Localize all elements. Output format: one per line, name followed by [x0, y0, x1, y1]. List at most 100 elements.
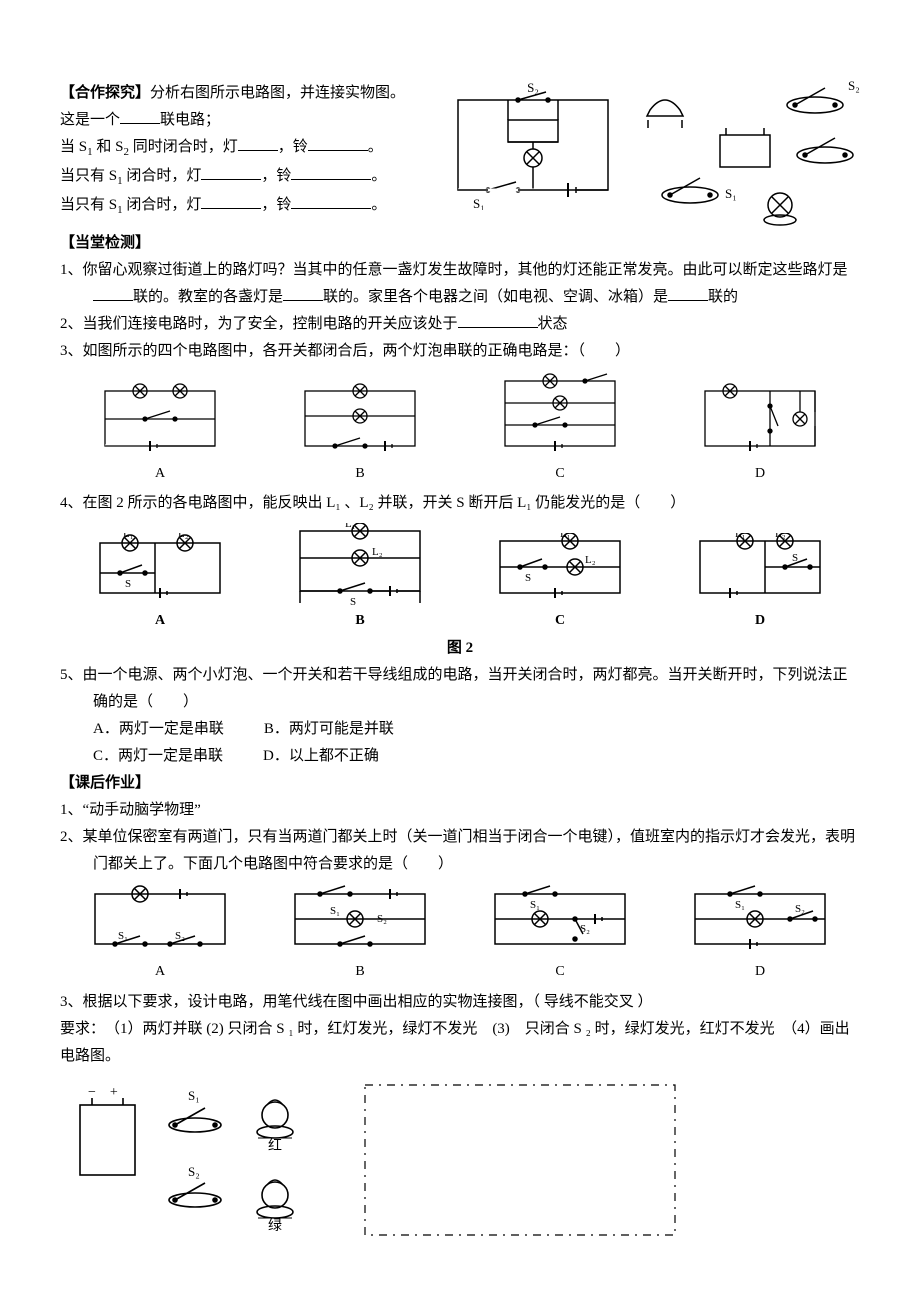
q3-fig-b: B: [295, 381, 425, 486]
blank[interactable]: [291, 193, 371, 209]
svg-text:S₁: S₁: [530, 899, 540, 911]
t: ，铃: [261, 197, 291, 213]
svg-text:− +: − +: [88, 1085, 118, 1100]
blank[interactable]: [120, 108, 160, 124]
q3: 3、如图所示的四个电路图中，各开关都闭合后，两个灯泡串联的正确电路是：（ ）: [60, 338, 860, 365]
green-label: 绿: [268, 1218, 282, 1234]
svg-text:L₂: L₂: [585, 554, 596, 566]
sec1-line1: 这是一个 联电路；: [60, 107, 436, 134]
l: S₁: [188, 1088, 200, 1103]
svg-text:S: S: [792, 552, 798, 564]
t: 1、你留心观察过街道上的路灯吗？当其中的任意一盏灯发生故障时，其他的灯还能正常发…: [60, 262, 848, 278]
sec1-components: S₂ S₁: [630, 80, 860, 230]
t: ，铃: [278, 139, 308, 155]
q3-fig-c: C: [495, 371, 625, 486]
t: 和 S: [93, 139, 124, 155]
svg-text:S₂: S₂: [175, 930, 185, 942]
q2: 2、当我们连接电路时，为了安全，控制电路的开关应该处于状态: [60, 311, 860, 338]
svg-text:L₂: L₂: [775, 533, 786, 540]
hw-q3b: 要求： （1）两灯并联 (2) 只闭合 S ₁ 时，红灯发光，绿灯不发光 (3)…: [60, 1016, 860, 1070]
svg-text:S₂: S₂: [377, 913, 387, 925]
cap: D: [690, 608, 830, 633]
t: 当只有 S: [60, 197, 117, 213]
sec1-l1b: 联电路；: [160, 112, 220, 128]
svg-text:L₁: L₁: [123, 533, 134, 540]
sec1-line3: 当只有 S1 闭合时，灯，铃。: [60, 163, 436, 192]
svg-text:L₁: L₁: [345, 523, 356, 530]
svg-text:S: S: [350, 596, 356, 608]
hw-q3-components: − + S₁ S₂ 红 绿: [60, 1080, 320, 1250]
svg-text:S₂: S₂: [580, 923, 590, 935]
sec1-line4: 当只有 S1 闭合时，灯，铃。: [60, 192, 436, 221]
label-s2b: S₂: [848, 80, 860, 93]
blank[interactable]: [93, 285, 133, 301]
blank[interactable]: [283, 285, 323, 301]
cap-c: C: [495, 461, 625, 486]
svg-text:S₁: S₁: [330, 905, 340, 917]
choice-c: C．两灯一定是串联: [93, 743, 223, 770]
q4-fig-d: L₁ L₂ S D: [690, 533, 830, 633]
sec1-intro: 分析右图所示电路图，并连接实物图。: [150, 85, 405, 101]
sec1-title: 【合作探究】: [60, 85, 150, 101]
svg-text:L₂: L₂: [178, 533, 189, 540]
red-label: 红: [268, 1138, 282, 1154]
sec2-title: 【当堂检测】: [60, 230, 860, 257]
t: 当 S: [60, 139, 87, 155]
hw-q2: 2、某单位保密室有两道门，只有当两道门都关上时（关一道门相当于闭合一个电键），值…: [60, 824, 860, 878]
hw2-c: S₁ S₂ C: [485, 884, 635, 984]
cap-d: D: [695, 461, 825, 486]
sec3-title: 【课后作业】: [60, 770, 860, 797]
q3-fig-a: A: [95, 381, 225, 486]
sec1-title-line: 【合作探究】分析右图所示电路图，并连接实物图。: [60, 80, 436, 107]
blank[interactable]: [291, 164, 371, 180]
svg-text:L₂: L₂: [372, 546, 383, 558]
svg-text:S₁: S₁: [118, 930, 128, 942]
choice-b: B．两灯可能是并联: [264, 716, 394, 743]
t: 闭合时，灯: [123, 168, 202, 184]
t: 闭合时，灯: [123, 197, 202, 213]
blank[interactable]: [668, 285, 708, 301]
q3-fig-d: D: [695, 381, 825, 486]
blank[interactable]: [201, 193, 261, 209]
svg-text:L₁: L₁: [735, 533, 746, 540]
t: 联的。家里各个电器之间（如电视、空调、冰箱）是: [323, 289, 668, 305]
svg-text:S₂: S₂: [795, 903, 805, 915]
q4-fig-b: L₁L₂S B: [290, 523, 430, 633]
blank[interactable]: [238, 135, 278, 151]
q5-choices-1: A．两灯一定是串联 B．两灯可能是并联: [60, 716, 860, 743]
t: 联的。教室的各盏灯是: [133, 289, 283, 305]
t: 同时闭合时，灯: [129, 139, 238, 155]
cap: D: [685, 959, 835, 984]
q5: 5、由一个电源、两个小灯泡、一个开关和若干导线组成的电路，当开关闭合时，两灯都亮…: [60, 662, 860, 716]
t: 状态: [538, 316, 568, 332]
q5-choices-2: C．两灯一定是串联 D．以上都不正确: [60, 743, 860, 770]
hw-q2-figs: S₁S₂ A S₁S₂ B S₁S₂ C: [60, 884, 860, 984]
svg-text:S: S: [125, 578, 131, 590]
label-s2: S₂: [527, 80, 539, 95]
sec1-schematic: S₂ S₁: [448, 80, 618, 210]
sec1-l1a: 这是一个: [60, 112, 120, 128]
hw-q3-drawbox[interactable]: [360, 1080, 680, 1240]
blank[interactable]: [201, 164, 261, 180]
l: S₂: [188, 1164, 200, 1179]
hw2-a: S₁S₂ A: [85, 884, 235, 984]
cap: C: [485, 959, 635, 984]
cap: A: [90, 608, 230, 633]
hw-q3a: 3、根据以下要求，设计电路，用笔代线在图中画出相应的实物连接图，（ 导线不能交叉…: [60, 989, 860, 1016]
cap: B: [285, 959, 435, 984]
hw2-d: S₁S₂ D: [685, 884, 835, 984]
choice-a: A．两灯一定是串联: [93, 716, 224, 743]
blank[interactable]: [458, 312, 538, 328]
t: 。: [371, 168, 386, 184]
svg-text:L₁: L₁: [560, 533, 571, 540]
hw-q3-figs: − + S₁ S₂ 红 绿: [60, 1080, 860, 1250]
cap-b: B: [295, 461, 425, 486]
sec1-line2: 当 S1 和 S2 同时闭合时，灯，铃。: [60, 134, 436, 163]
label-s1b: S₁: [725, 186, 737, 201]
q4-figs: L₁L₂S A L₁L₂S B L₁L₂S C: [60, 523, 860, 633]
blank[interactable]: [308, 135, 368, 151]
choice-d: D．以上都不正确: [263, 743, 379, 770]
hw2-b: S₁ S₂ B: [285, 884, 435, 984]
cap: C: [490, 608, 630, 633]
sec1-text: 【合作探究】分析右图所示电路图，并连接实物图。 这是一个联电路； 当 S1 和 …: [60, 80, 436, 220]
